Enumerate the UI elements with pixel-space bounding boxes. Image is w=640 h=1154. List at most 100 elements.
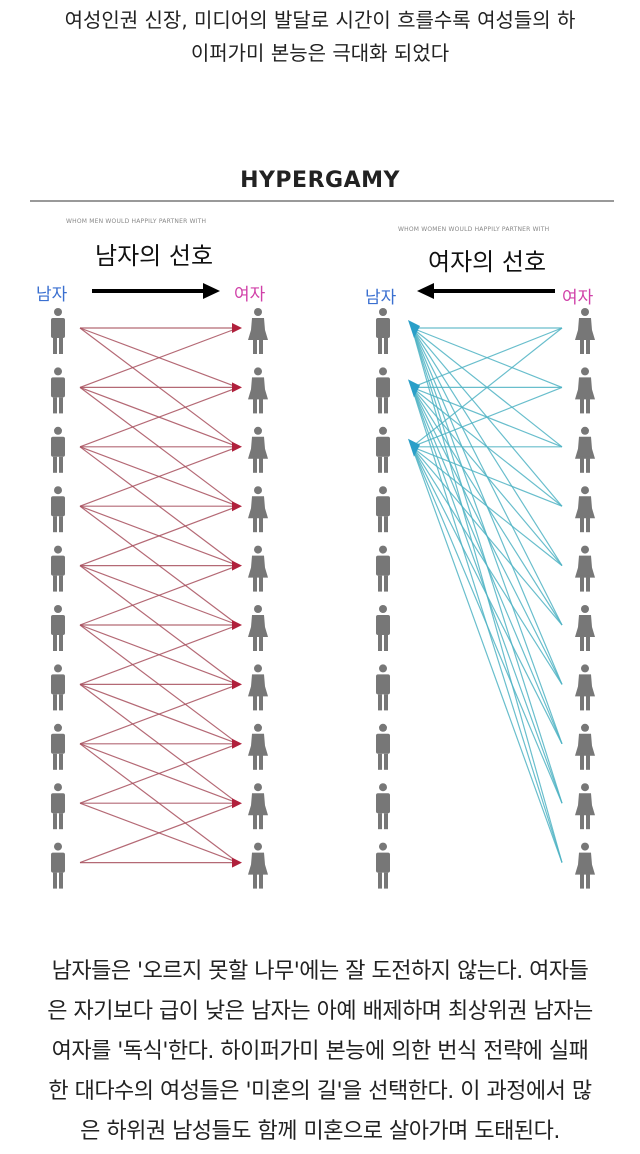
preference-arrowhead: [232, 857, 242, 868]
woman-figure-icon: [248, 367, 268, 414]
figure-leg: [59, 813, 63, 830]
figure-body: [248, 318, 268, 340]
figure-body: [575, 496, 595, 519]
man-figure-icon: [51, 486, 65, 533]
figure-body: [376, 436, 390, 457]
figure-body: [376, 674, 390, 695]
figure-head: [581, 842, 589, 851]
figure-leg: [259, 635, 263, 651]
figure-head: [54, 723, 62, 732]
figure-leg: [384, 397, 388, 414]
figure-leg: [53, 753, 57, 770]
figure-head: [581, 308, 589, 316]
figure-body: [51, 377, 65, 398]
figure-leg: [59, 338, 63, 354]
woman-figure-icon: [248, 783, 268, 830]
figure-leg: [59, 575, 63, 592]
figure-head: [379, 664, 387, 673]
figure-leg: [384, 753, 388, 770]
figure-leg: [59, 753, 63, 770]
woman-figure-icon: [248, 308, 268, 354]
figure-leg: [253, 635, 257, 651]
figure-head: [379, 783, 387, 792]
figure-body: [575, 793, 595, 816]
man-figure-icon: [51, 545, 65, 592]
figure-leg: [378, 575, 382, 592]
woman-figure-icon: [248, 664, 268, 711]
woman-figure-icon: [575, 842, 595, 889]
woman-figure-icon: [248, 723, 268, 770]
figure-head: [379, 486, 387, 495]
figure-head: [254, 783, 262, 792]
figure-head: [54, 367, 62, 376]
woman-figure-icon: [248, 545, 268, 592]
figure-leg: [59, 694, 63, 711]
preference-line: [411, 387, 563, 863]
figure-leg: [580, 635, 584, 651]
preference-line: [79, 624, 239, 685]
figure-head: [254, 367, 262, 376]
preference-line: [79, 802, 239, 864]
figure-leg: [53, 516, 57, 533]
right-heading: 여자의 선호: [428, 248, 547, 276]
figure-leg: [580, 397, 584, 414]
figure-leg: [259, 397, 263, 414]
man-figure-icon: [51, 426, 65, 473]
figure-body: [248, 496, 268, 519]
figure-leg: [580, 456, 584, 473]
figure-leg: [253, 753, 257, 770]
figure-leg: [586, 753, 590, 770]
preference-arrowhead: [232, 738, 242, 749]
figure-body: [575, 377, 595, 400]
left-women-label: 여자: [234, 285, 266, 305]
figure-body: [376, 793, 390, 814]
figure-body: [376, 496, 390, 517]
man-figure-icon: [51, 664, 65, 711]
figure-leg: [59, 456, 63, 473]
figure-head: [54, 426, 62, 435]
preference-arrowhead: [408, 379, 420, 398]
figure-body: [575, 555, 595, 578]
figure-leg: [378, 694, 382, 711]
figure-head: [379, 308, 387, 316]
preference-arrowhead: [232, 323, 242, 333]
figure-body: [51, 793, 65, 814]
preference-line: [411, 327, 563, 566]
man-figure-icon: [376, 605, 390, 651]
caption-line: 한 대다수의 여성들은 '미혼의 길'을 선택한다. 이 과정에서 많: [48, 1079, 592, 1104]
left-heading: 남자의 선호: [95, 242, 214, 270]
figure-head: [54, 664, 62, 673]
figure-head: [254, 308, 262, 316]
figure-leg: [586, 575, 590, 592]
figure-head: [54, 842, 62, 851]
preference-arrowhead: [232, 679, 242, 690]
figure-body: [51, 318, 65, 338]
figure-leg: [580, 516, 584, 533]
caption-line: 여성인권 신장, 미디어의 발달로 시간이 흐를수록 여성들의 하: [64, 8, 576, 32]
figure-head: [379, 605, 387, 613]
figure-leg: [59, 516, 63, 533]
figure-body: [248, 377, 268, 400]
figure-body: [376, 555, 390, 576]
figure-leg: [259, 872, 263, 889]
figure-head: [581, 545, 589, 554]
figure-body: [575, 436, 595, 459]
man-figure-icon: [376, 783, 390, 830]
figure-body: [575, 318, 595, 340]
man-figure-icon: [51, 367, 65, 414]
top-caption: 여성인권 신장, 미디어의 발달로 시간이 흐를수록 여성들의 하 이퍼가미 본…: [0, 4, 640, 70]
left-subtitle: WHOM MEN WOULD HAPPILY PARTNER WITH: [66, 218, 207, 225]
figure-head: [254, 426, 262, 435]
preference-line: [79, 565, 239, 626]
man-figure-icon: [51, 308, 65, 354]
figure-leg: [253, 575, 257, 592]
preference-line: [411, 327, 563, 448]
figure-head: [254, 605, 262, 613]
preference-arrowhead: [408, 438, 420, 457]
diagram-title: HYPERGAMY: [240, 168, 400, 193]
preference-line: [411, 327, 563, 685]
left-arrow-head: [203, 283, 220, 299]
right-arrow-head: [417, 283, 434, 299]
left-men-label: 남자: [36, 285, 68, 305]
man-figure-icon: [51, 842, 65, 889]
